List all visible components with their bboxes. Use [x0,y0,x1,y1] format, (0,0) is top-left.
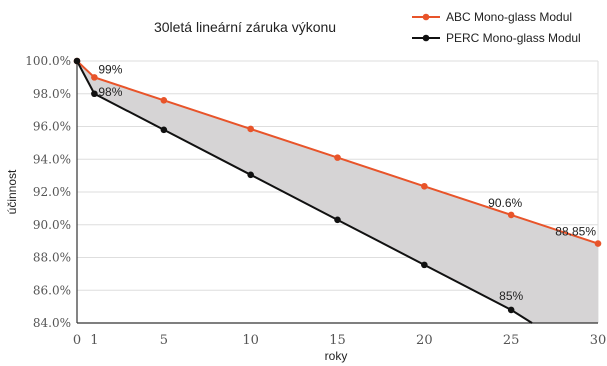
x-axis-label: roky [325,349,348,363]
legend-entry-2: PERC Mono-glass Modul [412,31,581,45]
tick-labels: 84.0% 86.0% 88.0% 90.0% 92.0% 94.0% 96.0% 98.0%… [25,54,606,348]
x-tick-label: 15 [329,333,346,348]
series-2-point [160,126,168,134]
axes [76,61,598,324]
series-2-point [507,306,515,314]
y-tick-label: 90.0% [33,218,71,232]
y-tick-label: 86.0% [33,283,71,297]
series-2-point [334,216,341,224]
data-label: 99% [98,62,122,76]
legend: ABC Mono-glass Modul PERC Mono-glass Modu… [412,10,581,45]
x-tick-label: 20 [416,333,433,348]
legend-marker [422,34,430,42]
fill-between-series [77,61,598,323]
y-tick-label: 84.0% [33,316,71,330]
legend-marker [422,13,430,21]
x-tick-label: 0 [73,333,81,348]
chart-title: 30letá lineární záruka výkonu [154,19,336,35]
x-tick-label: 1 [90,333,98,348]
data-label: 90.6% [488,196,522,210]
y-tick-label: 88.0% [33,251,71,265]
data-label: 85% [499,289,523,303]
y-tick-label: 94.0% [33,152,71,166]
series-2-point [421,261,428,269]
y-tick-label: 100.0% [25,54,71,68]
series-1-point [247,125,254,133]
y-tick-label: 98.0% [33,87,71,101]
data-labels: 99% 90.6% 88.85% 98% 85% [98,62,596,303]
between-series-fill [77,61,598,323]
series-1-point [594,240,602,247]
x-tick-label: 10 [242,333,259,348]
series-1-point [507,211,515,219]
y-tick-label: 96.0% [33,120,71,134]
series-line-2 [76,60,533,324]
x-tick-label: 25 [503,333,520,348]
series-lines [73,57,602,324]
data-label: 98% [98,85,122,99]
series-1-point [334,154,341,161]
series-1-point [91,74,98,81]
series-2-point [91,90,98,98]
data-label: 88.85% [555,225,596,239]
series-line-1 [76,60,599,245]
series-1-point [421,182,428,190]
series-1-point [160,97,168,104]
legend-label: ABC Mono-glass Modul [446,10,572,24]
legend-entry-1: ABC Mono-glass Modul [412,10,572,24]
x-tick-label: 5 [160,333,168,348]
x-tick-label: 30 [590,333,607,348]
legend-label: PERC Mono-glass Modul [446,31,581,45]
y-axis-label: účinnost [5,169,19,214]
series-2-point [73,57,81,65]
series-2-point [247,171,254,179]
y-tick-label: 92.0% [33,185,71,199]
